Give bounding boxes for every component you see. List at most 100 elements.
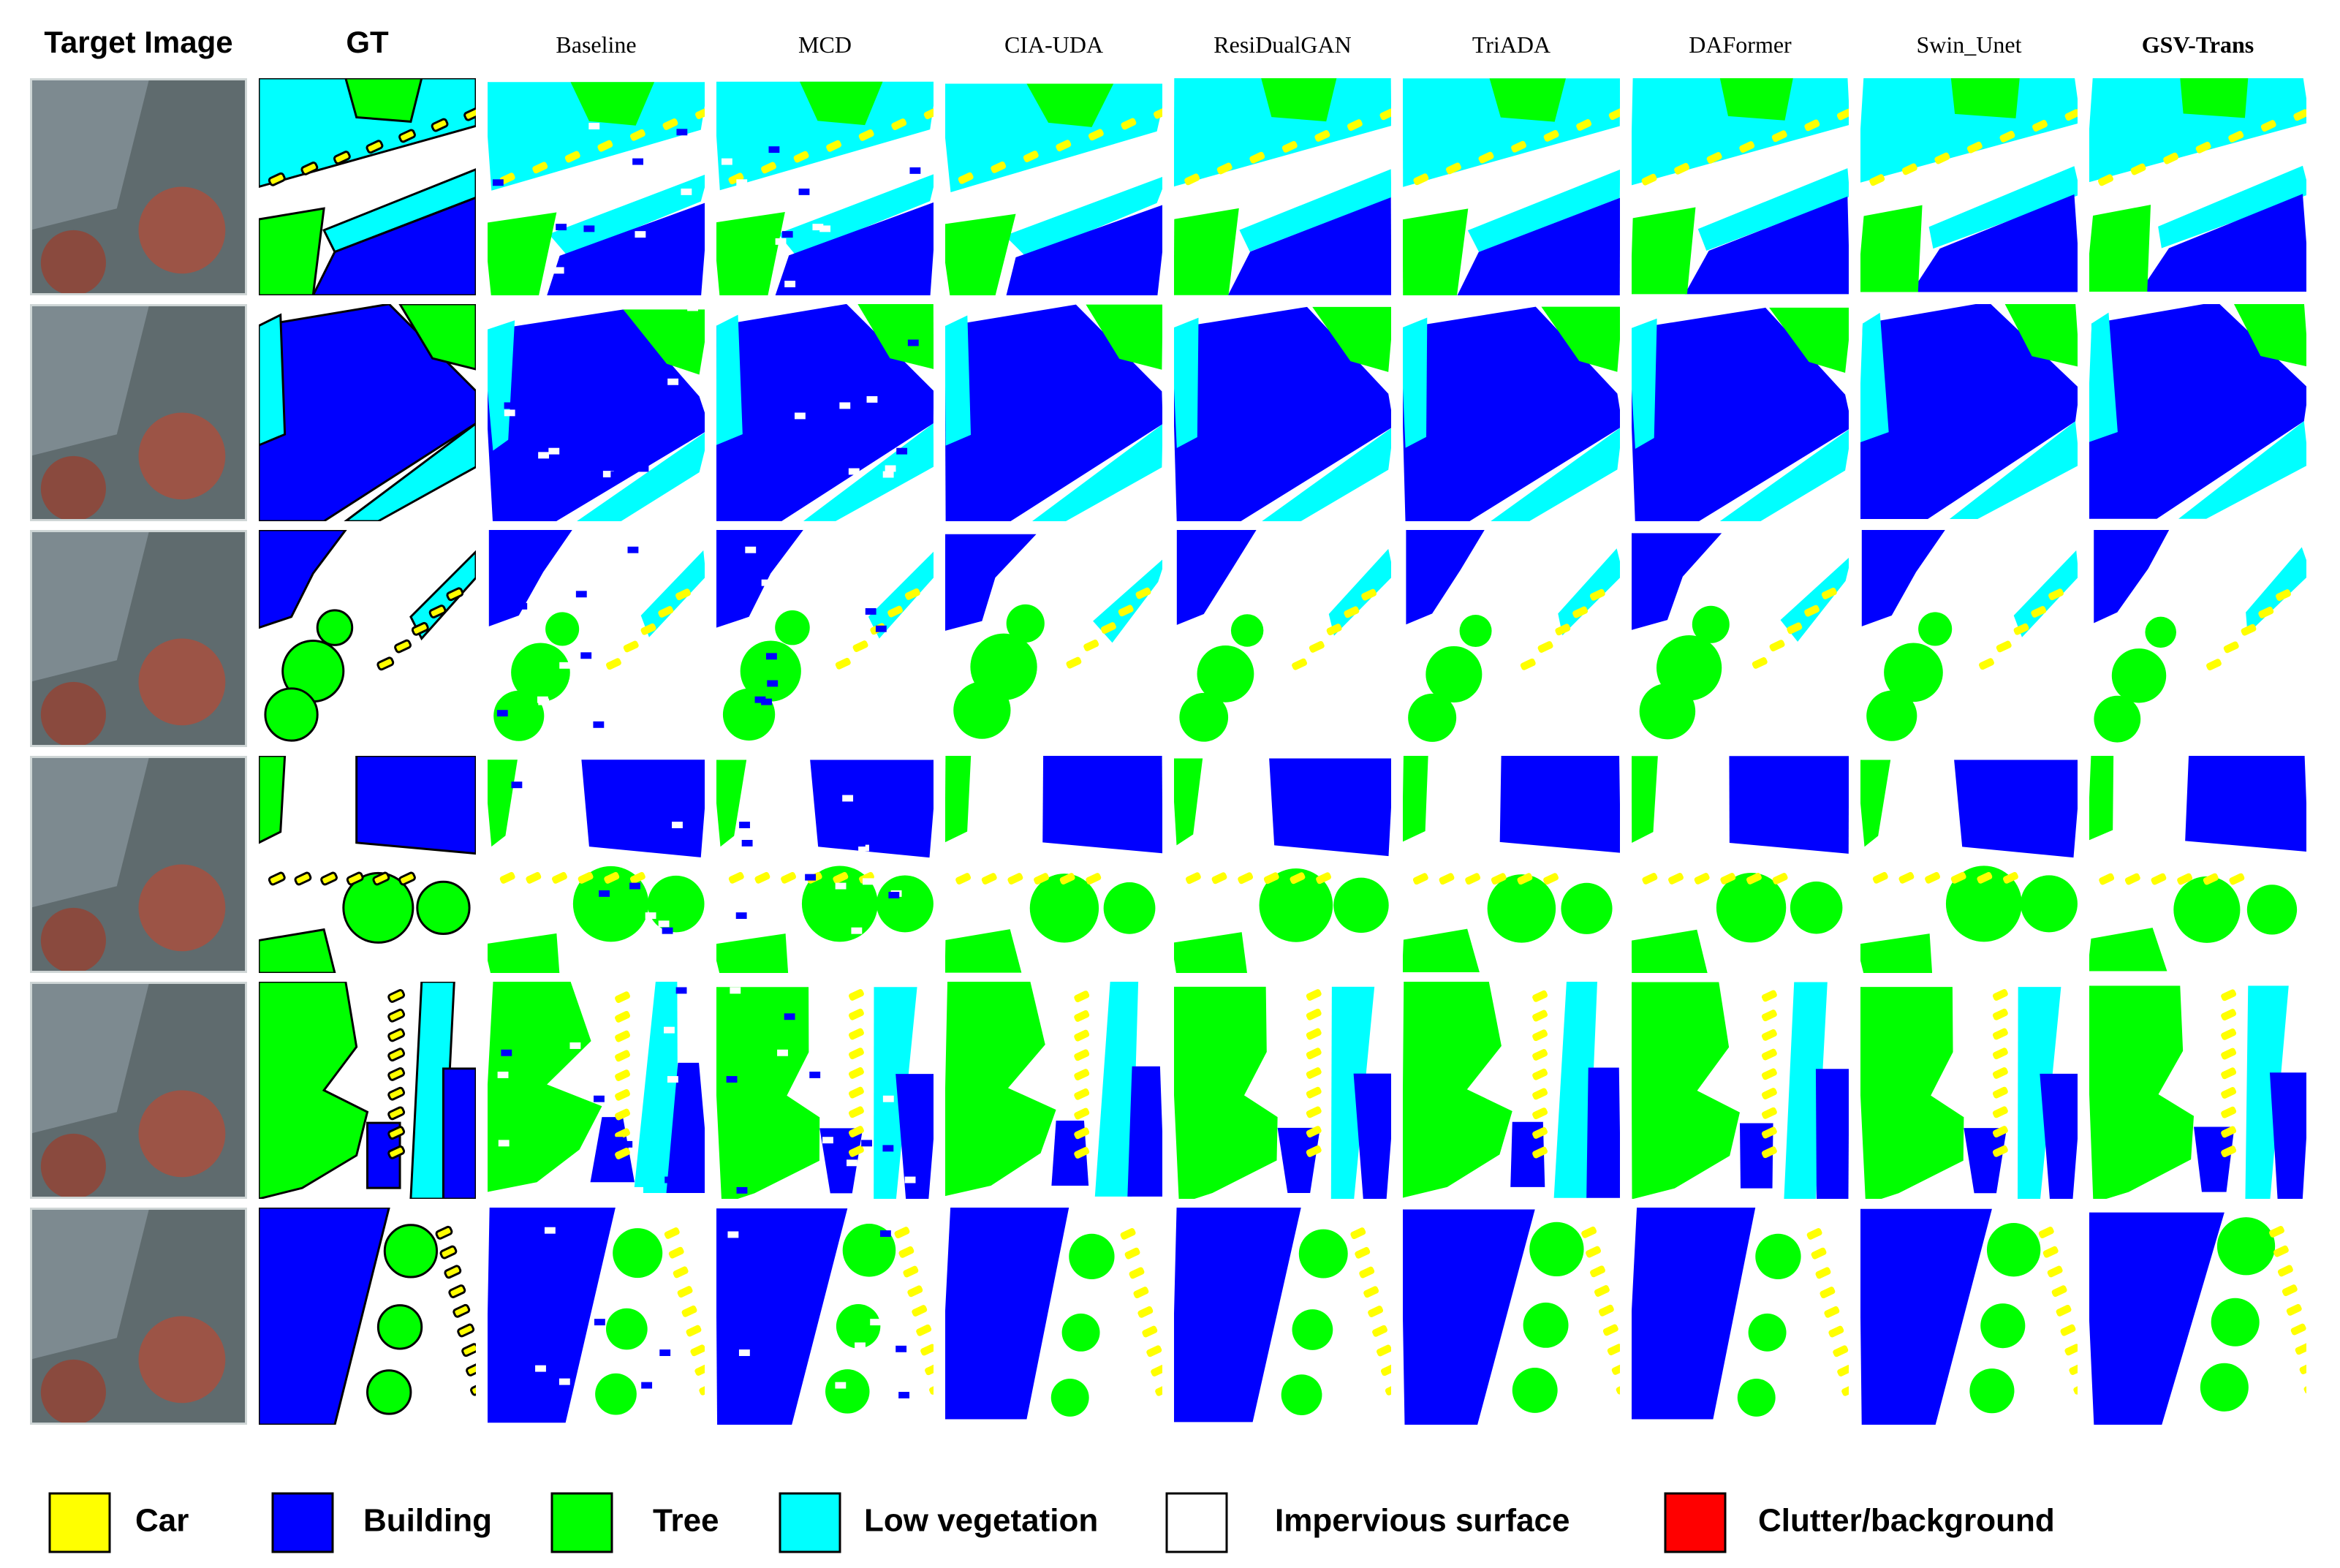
car	[1151, 1365, 1162, 1376]
noise	[909, 167, 921, 174]
segmentation-map	[716, 304, 934, 521]
car	[848, 1126, 864, 1137]
legend-label: Clutter/background	[1758, 1503, 2055, 1539]
region	[836, 1304, 881, 1349]
car	[668, 1246, 684, 1259]
region	[1403, 208, 1469, 295]
car	[1465, 873, 1481, 885]
car	[1598, 1304, 1614, 1317]
car	[1184, 173, 1200, 186]
car	[2276, 589, 2291, 602]
region	[1330, 986, 1375, 1199]
region	[595, 1373, 637, 1415]
region	[1860, 933, 1933, 973]
car	[1066, 656, 1082, 669]
car	[675, 588, 691, 601]
car	[1720, 873, 1736, 885]
region	[1780, 558, 1849, 642]
noise	[781, 231, 793, 238]
car	[1211, 872, 1227, 885]
car	[1281, 140, 1298, 153]
segmentation-map	[1860, 982, 2078, 1199]
noise	[556, 224, 567, 231]
segmentation-map	[1174, 1208, 1391, 1425]
car	[439, 1245, 458, 1260]
region	[613, 1228, 663, 1279]
car	[2221, 1106, 2237, 1118]
car	[912, 1305, 928, 1317]
segmentation-map	[1403, 982, 1620, 1199]
noise	[605, 546, 617, 553]
noise	[794, 412, 806, 420]
noise	[504, 402, 515, 409]
car	[929, 1383, 934, 1395]
car	[1074, 1088, 1090, 1100]
region	[1866, 690, 1917, 741]
segmentation-map	[1403, 304, 1620, 521]
car	[615, 1069, 630, 1082]
car	[1074, 1147, 1090, 1159]
noise	[664, 1176, 676, 1183]
car	[2130, 163, 2146, 175]
region	[876, 875, 934, 933]
region	[1949, 421, 2078, 519]
region	[2216, 1217, 2276, 1276]
car	[1216, 162, 1233, 175]
car	[2042, 1246, 2059, 1258]
region	[2094, 695, 2141, 743]
car	[1290, 872, 1306, 885]
car	[1992, 1086, 2008, 1099]
car	[629, 871, 645, 884]
region	[800, 81, 883, 126]
car	[1761, 1010, 1777, 1022]
region	[2021, 875, 2078, 933]
photo-tree	[138, 864, 226, 952]
car	[2038, 1227, 2054, 1238]
region	[1561, 882, 1613, 934]
region	[1632, 1208, 1756, 1420]
region	[1174, 208, 1239, 295]
region	[259, 78, 476, 189]
noise	[535, 1365, 546, 1372]
photo-roof	[30, 304, 150, 456]
region	[2145, 616, 2176, 648]
noise	[677, 436, 689, 443]
noise	[848, 468, 860, 475]
car	[428, 605, 447, 618]
car	[1532, 1146, 1548, 1159]
car	[640, 623, 656, 635]
car	[1668, 873, 1684, 885]
segmentation-map	[945, 304, 1162, 521]
car	[981, 873, 997, 885]
region	[1632, 207, 1696, 295]
noise	[875, 625, 887, 632]
column-header: GSV-Trans	[2142, 31, 2254, 58]
region	[264, 687, 319, 742]
car	[848, 1086, 864, 1099]
car	[1074, 1029, 1090, 1042]
car	[1413, 173, 1429, 186]
car	[1950, 871, 1966, 884]
car	[1074, 991, 1090, 1003]
car	[1992, 1008, 2008, 1020]
car	[1445, 162, 1461, 175]
noise	[809, 1071, 821, 1078]
segmentation-map	[488, 78, 705, 295]
car	[1746, 873, 1762, 885]
car	[1532, 1049, 1548, 1061]
car	[1306, 989, 1322, 1001]
photo-border	[30, 982, 247, 1199]
car	[852, 640, 868, 653]
region	[945, 982, 1056, 1197]
car	[1837, 1365, 1849, 1376]
car	[2098, 174, 2113, 186]
noise	[741, 839, 753, 847]
car	[346, 871, 364, 886]
car	[294, 871, 312, 886]
noise	[664, 1026, 675, 1034]
car	[1249, 151, 1265, 164]
noise	[879, 1230, 891, 1238]
noise	[775, 238, 787, 245]
region	[259, 304, 476, 521]
car	[1379, 108, 1391, 121]
